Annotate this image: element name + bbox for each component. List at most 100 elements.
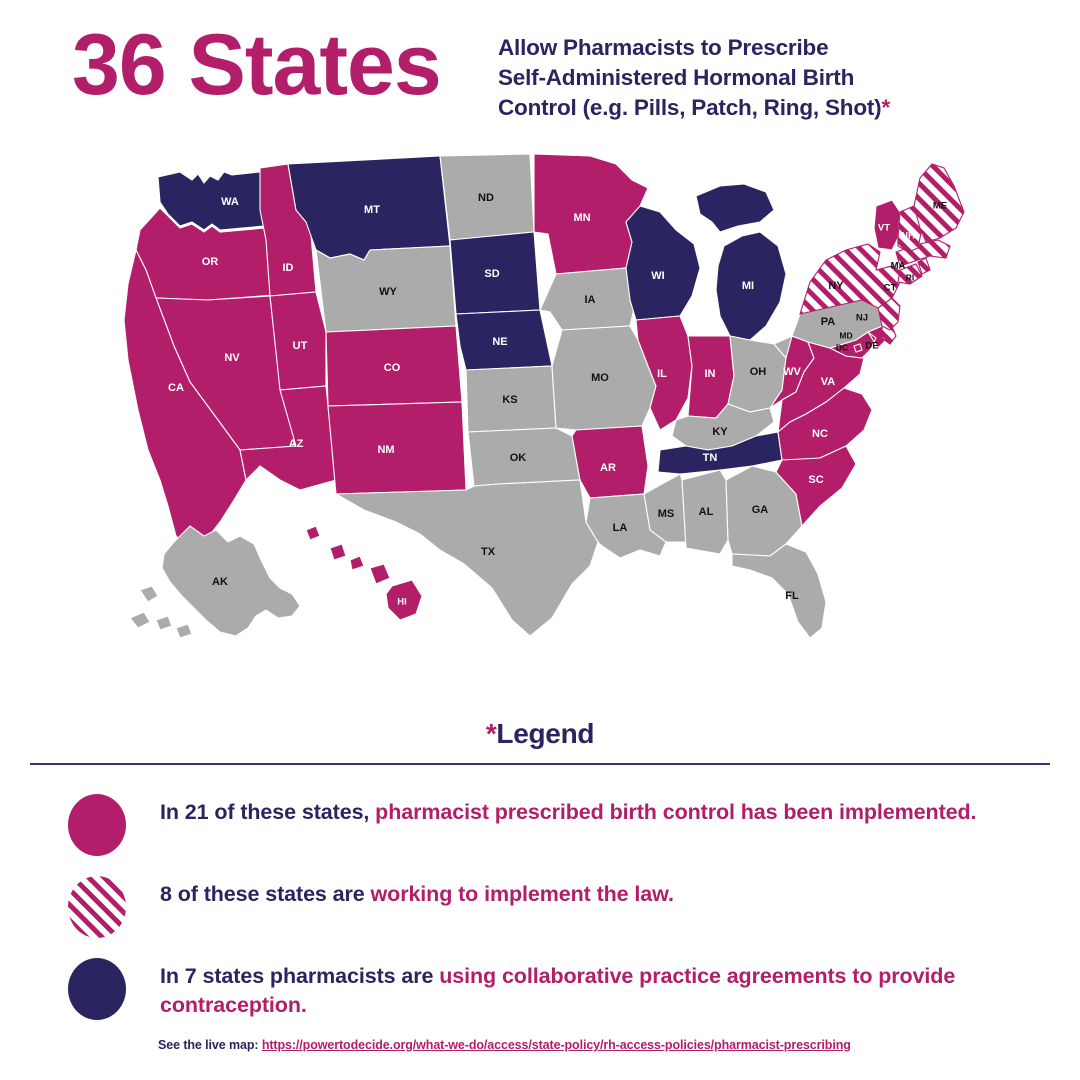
live-map-link[interactable]: https://powertodecide.org/what-we-do/acc… — [261, 1038, 851, 1052]
map-label-MN: MN — [573, 212, 590, 224]
legend-item-implemented: In 21 of these states, pharmacist prescr… — [0, 790, 1080, 862]
map-label-IA: IA — [585, 294, 596, 306]
legend-heading-asterisk: * — [485, 718, 497, 749]
map-label-ND: ND — [478, 192, 494, 204]
legend-text-magenta-part: using collaborative practice agreements … — [160, 964, 956, 1018]
state-RI[interactable] — [917, 257, 931, 275]
state-UT[interactable] — [269, 291, 327, 391]
map-label-LA: LA — [613, 522, 628, 534]
map-label-WI: WI — [651, 270, 664, 282]
state-CT[interactable] — [897, 263, 923, 285]
state-WI[interactable] — [625, 205, 701, 321]
legend-text-middle-part: are — [401, 964, 440, 988]
map-label-SD: SD — [484, 268, 499, 280]
map-label-DC: DC — [836, 342, 848, 352]
map-label-NJ: NJ — [856, 313, 868, 324]
legend-item-working: 8 of these states are working to impleme… — [0, 872, 1080, 944]
map-label-OH: OH — [750, 366, 767, 378]
legend-text-middle-part: are — [332, 882, 371, 906]
map-label-CA: CA — [168, 382, 184, 394]
legend-list: In 21 of these states, pharmacist prescr… — [0, 790, 1080, 1036]
legend-text-magenta-part: pharmacist prescribed birth control has … — [375, 800, 977, 824]
legend-divider — [30, 763, 1050, 765]
map-label-AZ: AZ — [289, 438, 304, 450]
title-line-3: Control (e.g. Pills, Patch, Ring, Shot) — [498, 94, 882, 120]
map-label-GA: GA — [752, 504, 769, 516]
map-label-MS: MS — [658, 508, 675, 520]
map-label-ID: ID — [283, 262, 294, 274]
title-line-1: Allow Pharmacists to Prescribe — [498, 35, 829, 60]
state-HI[interactable] — [305, 525, 423, 621]
state-GA[interactable] — [725, 465, 803, 557]
map-label-VT: VT — [878, 223, 890, 234]
header: 36 States Allow Pharmacists to Prescribe… — [0, 0, 1080, 150]
map-label-PA: PA — [821, 316, 836, 328]
map-label-AK: AK — [212, 576, 228, 588]
state-TX[interactable] — [334, 479, 599, 637]
state-IL[interactable] — [635, 315, 693, 431]
map-label-NH: NH — [901, 231, 915, 242]
legend-swatch-solid-magenta-circle — [68, 794, 126, 856]
map-label-NY: NY — [828, 280, 844, 292]
map-label-WY: WY — [379, 286, 397, 298]
map-label-MD: MD — [839, 330, 852, 340]
map-state-labels: WA OR CA NV ID MT WY UT AZ CO NM ND SD N… — [168, 192, 947, 608]
map-label-DE: DE — [865, 341, 878, 352]
footer-prefix: See the live map: — [158, 1038, 262, 1052]
map-label-IN: IN — [705, 368, 716, 380]
state-ME[interactable] — [913, 163, 965, 243]
map-label-ME: ME — [933, 201, 947, 212]
legend-item-text: 8 of these states are working to impleme… — [160, 872, 674, 909]
title-asterisk: * — [881, 94, 891, 120]
map-label-CT: CT — [884, 283, 897, 294]
map-label-NC: NC — [812, 428, 828, 440]
map-label-MT: MT — [364, 204, 380, 216]
legend-swatch-hatched-magenta-circle — [68, 876, 126, 938]
state-AK[interactable] — [129, 525, 301, 639]
map-label-UT: UT — [293, 340, 308, 352]
headline-state-count: 36 States — [72, 17, 442, 113]
map-label-TX: TX — [481, 546, 496, 558]
map-label-NM: NM — [377, 444, 394, 456]
map-label-KS: KS — [502, 394, 517, 406]
legend-text-navy-part: 8 of these states — [160, 882, 333, 906]
state-NY[interactable] — [799, 243, 905, 315]
legend-text-navy-part: In 7 states pharmacists — [160, 964, 402, 988]
state-NM[interactable] — [327, 401, 467, 495]
map-label-VA: VA — [821, 376, 836, 388]
legend-item-text: In 7 states pharmacists are using collab… — [160, 954, 1010, 1020]
legend-swatch-solid-navy-circle — [68, 958, 126, 1020]
state-VT[interactable] — [873, 199, 901, 251]
legend-text-magenta-part: working to implement the law. — [370, 882, 674, 906]
state-FL[interactable] — [731, 543, 827, 639]
map-label-MI: MI — [742, 280, 754, 292]
map-label-SC: SC — [808, 474, 823, 486]
state-SC[interactable] — [775, 445, 857, 528]
map-label-WA: WA — [221, 196, 239, 208]
map-label-AL: AL — [699, 506, 714, 518]
map-label-HI: HI — [397, 597, 407, 608]
map-label-FL: FL — [785, 590, 799, 602]
map-label-IL: IL — [657, 368, 667, 380]
map-label-NE: NE — [492, 336, 507, 348]
legend-text-navy-part: In 21 of these states, — [160, 800, 376, 824]
state-MA[interactable] — [895, 239, 951, 267]
footer-source: See the live map: https://powertodecide.… — [158, 1038, 851, 1052]
map-label-RI: RI — [906, 272, 915, 282]
state-AZ[interactable] — [239, 385, 337, 491]
legend-heading: *Legend — [0, 718, 1080, 750]
legend-item-collaborative: In 7 states pharmacists are using collab… — [0, 954, 1080, 1026]
legend-heading-text: Legend — [496, 718, 595, 749]
map-label-OK: OK — [510, 452, 527, 464]
map-label-CO: CO — [384, 362, 401, 374]
state-MI[interactable] — [695, 183, 787, 341]
map-label-OR: OR — [202, 256, 219, 268]
map-label-AR: AR — [600, 462, 616, 474]
title-line-2: Self-Administered Hormonal Birth — [498, 64, 855, 90]
us-choropleth-map: WA OR CA NV ID MT WY UT AZ CO NM ND SD N… — [120, 150, 970, 690]
map-label-MA: MA — [891, 261, 906, 272]
map-label-NV: NV — [224, 352, 240, 364]
state-DC[interactable] — [853, 343, 863, 353]
map-label-MO: MO — [591, 372, 609, 384]
